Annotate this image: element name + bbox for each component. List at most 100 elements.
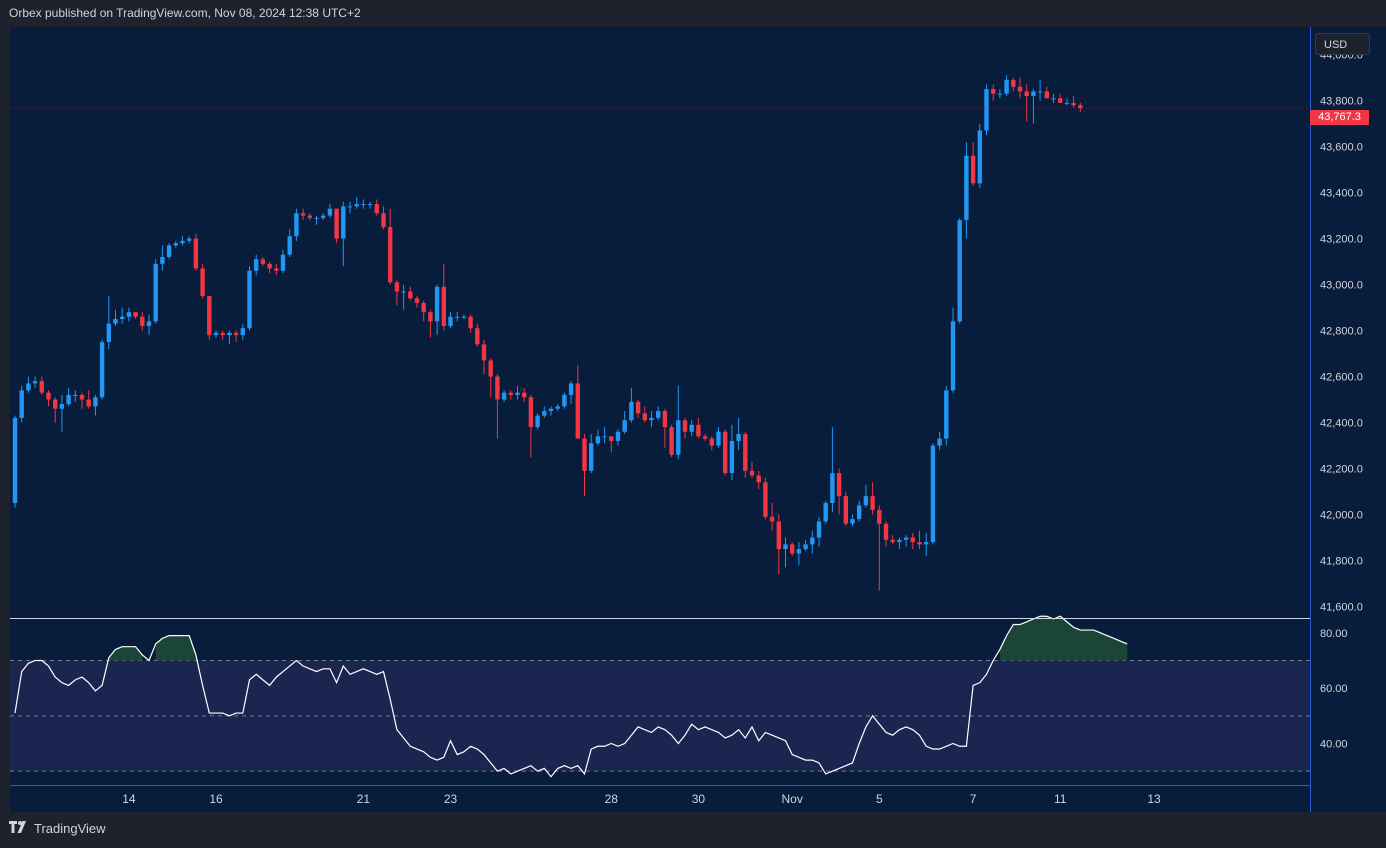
candle-body (66, 394, 71, 405)
candle-body (207, 296, 212, 336)
candle-body (79, 394, 85, 400)
candle-body (86, 399, 91, 407)
price-pane[interactable] (10, 27, 1310, 618)
price-tick-label: 42,000.0 (1320, 510, 1363, 522)
candle-body (763, 482, 768, 517)
candle-body (39, 381, 44, 393)
date-tick-label: 11 (1054, 792, 1067, 806)
date-tick-label: 13 (1147, 792, 1161, 806)
candle-body (267, 263, 272, 269)
candle-body (769, 516, 775, 522)
candle-body (964, 155, 969, 221)
rsi-indicator (10, 615, 1310, 778)
candle-body (193, 238, 199, 269)
candle-body (488, 360, 493, 377)
rsi-tick-label: 60.00 (1320, 683, 1348, 695)
rsi-line (14, 615, 1128, 778)
candle-body (213, 332, 219, 336)
candle-body (381, 213, 386, 228)
candle-body (347, 206, 353, 208)
candle-body (307, 215, 312, 218)
candle-body (910, 537, 915, 543)
candle-body (649, 417, 654, 421)
tradingview-brand[interactable]: TradingView (9, 821, 106, 836)
date-tick-label: Nov (782, 792, 803, 806)
price-axis[interactable] (1311, 27, 1386, 812)
candle-body (723, 431, 728, 474)
candle-body (702, 436, 708, 439)
currency-selector[interactable]: USD (1315, 33, 1370, 55)
candle-body (568, 383, 574, 395)
candle-body (468, 316, 473, 329)
price-tick-label: 43,200.0 (1320, 234, 1363, 246)
candle-body (997, 93, 1003, 95)
candle-body (401, 291, 406, 293)
candle-body (227, 332, 232, 336)
candle-body (589, 443, 594, 471)
candle-body (729, 440, 735, 474)
date-tick-label: 14 (122, 792, 136, 806)
candle-body (944, 390, 949, 439)
candle-body (823, 503, 828, 522)
candle-body (240, 328, 245, 336)
candle-body (146, 321, 152, 326)
price-tick-label: 41,600.0 (1320, 602, 1363, 614)
candle-body (542, 411, 547, 416)
candle-body (669, 427, 674, 455)
candle-body (830, 473, 835, 504)
candle-body (970, 155, 976, 184)
date-tick-label: 16 (209, 792, 223, 806)
candle-body (716, 431, 721, 446)
price-tick-label: 42,800.0 (1320, 326, 1363, 338)
candle-body (790, 544, 795, 554)
date-tick-label: 28 (605, 792, 619, 806)
candle-body (877, 509, 882, 524)
candle-body (73, 394, 78, 396)
candle-body (950, 321, 956, 391)
candlestick-series (10, 75, 1310, 591)
date-axis[interactable] (10, 786, 1310, 812)
date-tick-label: 7 (970, 792, 977, 806)
candle-body (495, 376, 500, 400)
candle-body (522, 392, 527, 398)
candle-body (622, 420, 627, 432)
candle-body (140, 316, 145, 326)
candle-body (53, 399, 58, 409)
price-tick-label: 43,400.0 (1320, 188, 1363, 200)
date-tick-label: 5 (876, 792, 883, 806)
candle-body (635, 401, 641, 414)
candle-body (274, 268, 279, 271)
candle-body (300, 213, 306, 216)
candle-body (374, 204, 379, 214)
candle-body (327, 208, 333, 216)
candle-body (595, 436, 601, 444)
candle-body (1024, 91, 1029, 96)
candle-body (743, 434, 748, 471)
candle-body (977, 130, 982, 184)
candle-body (321, 215, 326, 218)
candle-body (59, 404, 65, 409)
tradingview-brand-label: TradingView (34, 821, 106, 836)
candle-body (736, 434, 741, 441)
date-tick-label: 30 (692, 792, 706, 806)
candle-body (434, 286, 440, 322)
candle-body (26, 383, 31, 391)
candle-body (883, 523, 889, 540)
candle-body (756, 475, 761, 483)
rsi-tick-label: 80.00 (1320, 628, 1348, 640)
candle-body (890, 539, 895, 543)
candle-body (200, 268, 205, 297)
candle-body (414, 298, 420, 303)
candle-body (508, 392, 513, 395)
candle-body (602, 436, 607, 438)
candle-body (676, 420, 681, 455)
candle-body (776, 521, 781, 550)
candle-body (850, 519, 855, 524)
candle-body (475, 328, 480, 345)
candle-body (816, 521, 822, 538)
candle-body (120, 316, 125, 320)
candle-body (615, 431, 621, 441)
candle-body (582, 438, 587, 471)
candle-body (870, 496, 875, 510)
